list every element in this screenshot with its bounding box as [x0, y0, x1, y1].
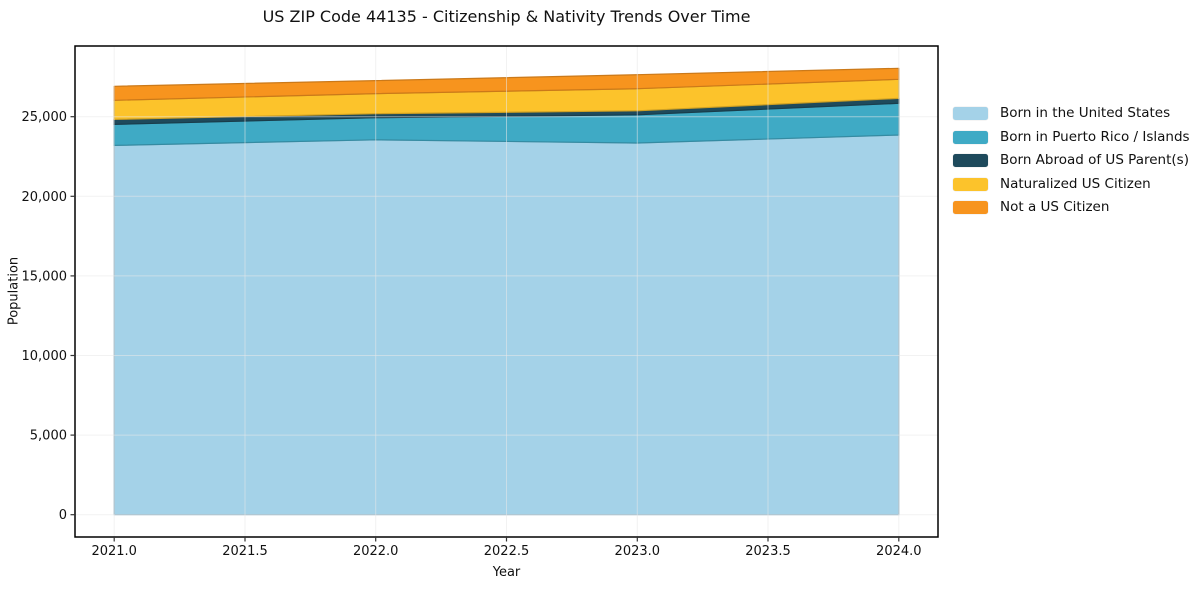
legend-item-born-in-puerto-rico-islands: Born in Puerto Rico / Islands: [953, 126, 1189, 150]
legend-item-not-a-us-citizen: Not a US Citizen: [953, 196, 1189, 220]
x-tick-label: 2022.0: [353, 544, 399, 559]
legend-label: Born in Puerto Rico / Islands: [1000, 128, 1189, 145]
legend: Born in the United States Born in Puerto …: [953, 102, 1189, 220]
legend-item-naturalized-us-citizen: Naturalized US Citizen: [953, 173, 1189, 197]
legend-label: Born Abroad of US Parent(s): [1000, 152, 1189, 168]
x-axis-label: Year: [492, 565, 521, 580]
legend-swatch-icon: [953, 154, 988, 168]
legend-label: Born in the United States: [1000, 105, 1171, 121]
legend-swatch-icon: [953, 107, 988, 121]
y-tick-label: 0: [59, 508, 67, 523]
x-tick-label: 2023.5: [745, 544, 791, 559]
legend-item-born-in-the-united-states: Born in the United States: [953, 102, 1189, 126]
x-tick-label: 2022.5: [484, 544, 530, 559]
y-tick-label: 25,000: [22, 110, 68, 125]
y-tick-label: 5,000: [30, 429, 67, 444]
x-tick-label: 2024.0: [876, 544, 922, 559]
legend-swatch-icon: [953, 130, 988, 144]
y-tick-label: 15,000: [22, 269, 68, 284]
legend-label: Not a US Citizen: [1000, 199, 1110, 215]
x-tick-label: 2023.0: [615, 544, 661, 559]
legend-swatch-icon: [953, 201, 988, 215]
chart-title: US ZIP Code 44135 - Citizenship & Nativi…: [262, 7, 751, 26]
legend-item-born-abroad-of-us-parent-s: Born Abroad of US Parent(s): [953, 149, 1189, 173]
x-tick-label: 2021.5: [222, 544, 268, 559]
legend-label: Naturalized US Citizen: [1000, 175, 1151, 192]
y-axis-label: Population: [6, 256, 22, 326]
y-tick-label: 10,000: [22, 349, 68, 364]
y-tick-label: 20,000: [22, 190, 68, 205]
x-tick-label: 2021.0: [91, 544, 137, 559]
legend-swatch-icon: [953, 177, 988, 191]
